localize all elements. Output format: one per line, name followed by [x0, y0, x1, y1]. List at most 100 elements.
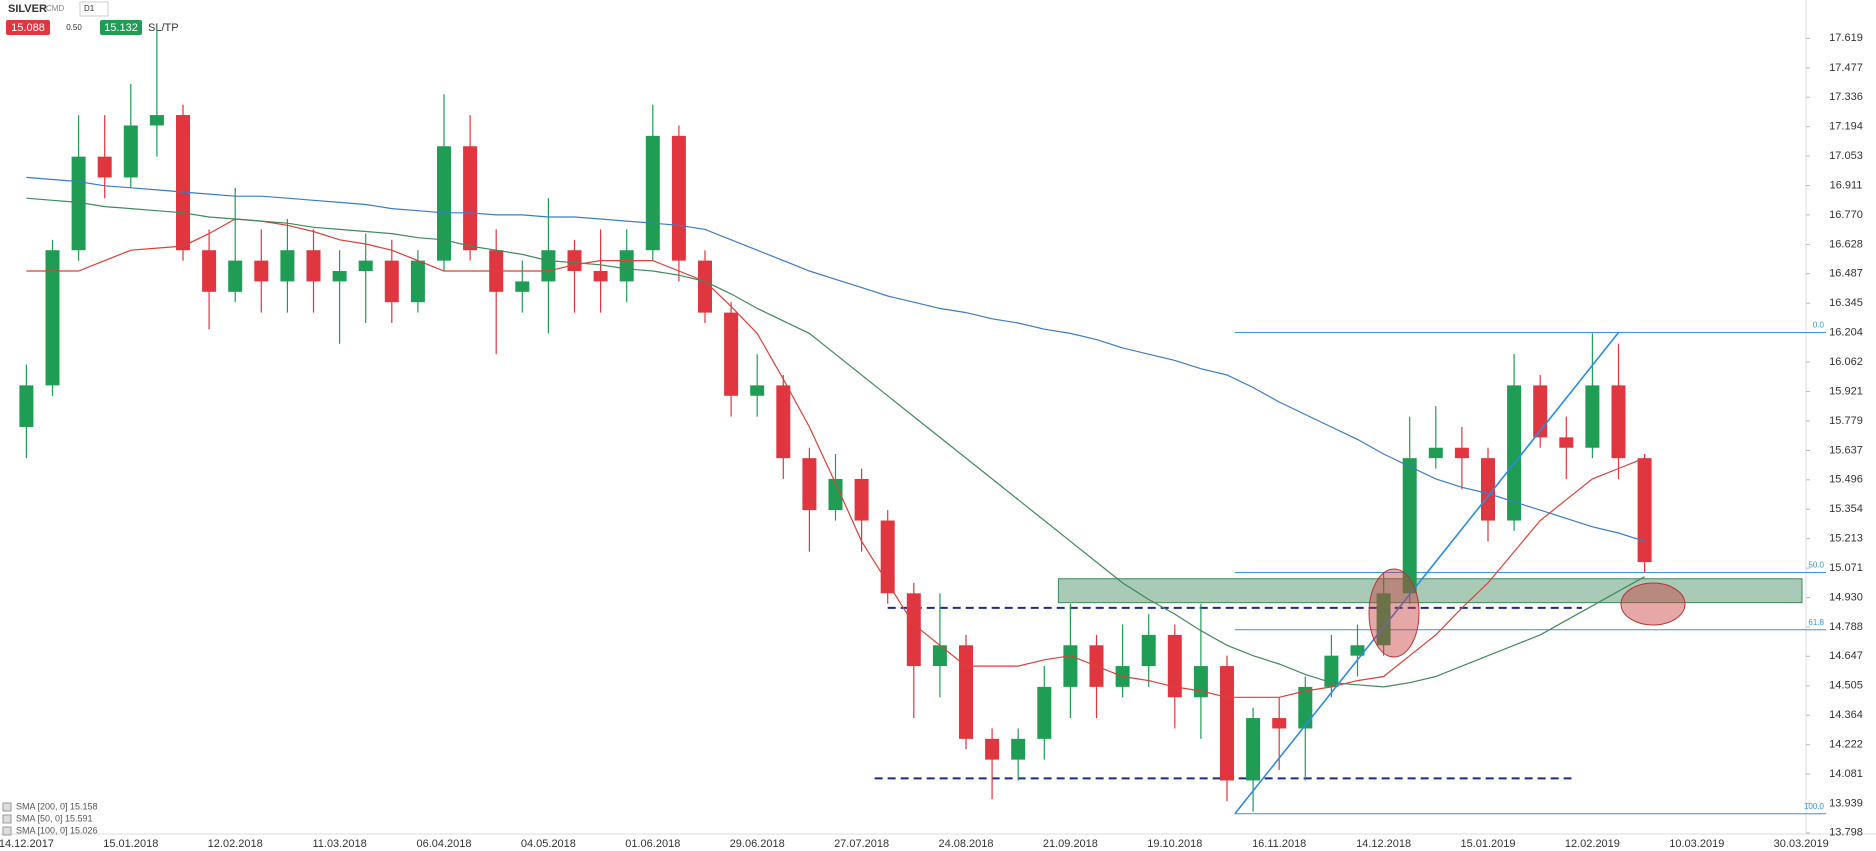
y-tick-label: 17.194 — [1829, 121, 1863, 133]
market[interactable]: CMD — [46, 4, 64, 13]
candle-body — [1220, 666, 1234, 781]
y-tick-label: 15.071 — [1829, 562, 1863, 574]
fib-label: 50.0 — [1808, 561, 1824, 570]
candle-body — [1011, 738, 1026, 760]
x-tick-label: 19.10.2018 — [1147, 838, 1202, 850]
y-tick-label: 15.354 — [1829, 503, 1863, 515]
candle-body — [1585, 385, 1600, 448]
candle-body — [176, 115, 190, 251]
candle-body — [332, 271, 347, 282]
candle-body — [515, 281, 530, 292]
x-tick-label: 12.02.2019 — [1565, 838, 1620, 850]
toolbar: SILVER CMD D1 15.088 0.50 15.132 SL/TP — [6, 1, 179, 35]
candle-body — [228, 260, 243, 292]
bid-button[interactable] — [6, 20, 50, 35]
candle-body — [1507, 385, 1522, 521]
candle-body — [776, 385, 791, 459]
candle-body — [802, 458, 817, 511]
x-tick-label: 21.09.2018 — [1043, 838, 1098, 850]
candle-body — [437, 146, 451, 261]
candle-body — [1298, 686, 1313, 729]
y-tick-label: 17.053 — [1829, 150, 1863, 162]
candle-body — [698, 260, 712, 313]
candle-body — [1481, 458, 1495, 521]
bid[interactable]: 15.088 — [11, 22, 45, 34]
y-tick-label: 13.939 — [1829, 797, 1863, 809]
legend-icon — [2, 814, 12, 824]
support-zone — [1057, 578, 1803, 604]
candle-body — [1037, 686, 1052, 739]
y-tick-label: 16.770 — [1829, 209, 1863, 221]
candle-body — [750, 385, 765, 396]
candle-body — [567, 250, 582, 272]
y-tick-label: 16.345 — [1829, 297, 1863, 309]
sma-line — [26, 197, 1645, 688]
y-tick-label: 17.477 — [1829, 62, 1863, 74]
candle-body — [202, 250, 217, 292]
candle-body — [1637, 458, 1652, 563]
x-tick-label: 01.06.2018 — [625, 838, 680, 850]
candle-body — [959, 645, 973, 739]
y-tick-label: 16.204 — [1829, 326, 1863, 338]
candle-body — [1611, 385, 1626, 459]
interval[interactable]: D1 — [84, 4, 95, 13]
y-tick-label: 16.062 — [1829, 356, 1863, 368]
interval-box[interactable] — [79, 1, 109, 17]
y-tick-label: 17.619 — [1829, 32, 1863, 44]
candle-body — [880, 520, 895, 594]
candle-body — [645, 135, 660, 251]
x-tick-label: 14.12.2017 — [0, 838, 54, 850]
x-tick-label: 06.04.2018 — [416, 838, 471, 850]
x-tick-label: 24.08.2018 — [938, 838, 993, 850]
candle-body — [1402, 458, 1417, 594]
y-tick-label: 14.505 — [1829, 680, 1863, 692]
y-tick-label: 14.364 — [1829, 709, 1863, 721]
symbol: SILVER — [8, 3, 47, 15]
candle-body — [985, 738, 1000, 760]
legend-icon — [2, 802, 12, 812]
candle-body — [71, 156, 86, 251]
sltp[interactable]: SL/TP — [148, 22, 179, 34]
y-tick-label: 17.336 — [1829, 91, 1863, 103]
legend-label: SMA [50, 0] 15.591 — [16, 813, 93, 823]
candle-body — [1350, 645, 1365, 656]
ask[interactable]: 15.132 — [104, 22, 138, 34]
y-tick-label: 16.487 — [1829, 268, 1863, 280]
trendline — [1234, 332, 1620, 815]
candle-body — [45, 250, 60, 386]
candle-body — [1193, 666, 1208, 698]
candle-body — [254, 260, 269, 282]
x-tick-label: 30.03.2019 — [1774, 838, 1829, 850]
candle-body — [1428, 447, 1443, 459]
fib-label: 0.0 — [1813, 321, 1825, 330]
ask-button[interactable] — [100, 20, 142, 35]
legend-icon — [2, 826, 12, 836]
candle-body — [149, 115, 164, 126]
candle-body — [593, 271, 608, 282]
x-tick-label: 14.12.2018 — [1356, 838, 1411, 850]
candle-body — [123, 125, 138, 178]
candle-body — [619, 250, 634, 282]
x-tick-label: 12.02.2018 — [208, 838, 263, 850]
candle-body — [906, 593, 921, 667]
candle-body — [306, 250, 321, 282]
candle-body — [1559, 437, 1574, 448]
y-tick-label: 16.911 — [1830, 179, 1863, 191]
candle-body — [97, 156, 112, 178]
candle-body — [1246, 718, 1261, 781]
y-tick-label: 15.213 — [1829, 533, 1863, 545]
y-tick-label: 15.496 — [1829, 474, 1863, 486]
y-tick-label: 15.779 — [1829, 415, 1863, 427]
candle-body — [671, 135, 686, 261]
x-tick-label: 10.03.2019 — [1669, 838, 1724, 850]
y-tick-label: 14.788 — [1829, 621, 1863, 633]
y-tick-label: 13.798 — [1829, 827, 1863, 839]
plot: 17.619 17.477 17.336 17.194 17.053 16.911 16.7… — [0, 27, 1863, 850]
candle-body — [1454, 447, 1469, 459]
candle-body — [1167, 634, 1182, 698]
y-tick-label: 14.081 — [1829, 768, 1863, 780]
x-tick-label: 16.11.2018 — [1252, 838, 1306, 850]
y-tick-label: 14.222 — [1829, 739, 1863, 751]
candle-body — [724, 312, 739, 396]
